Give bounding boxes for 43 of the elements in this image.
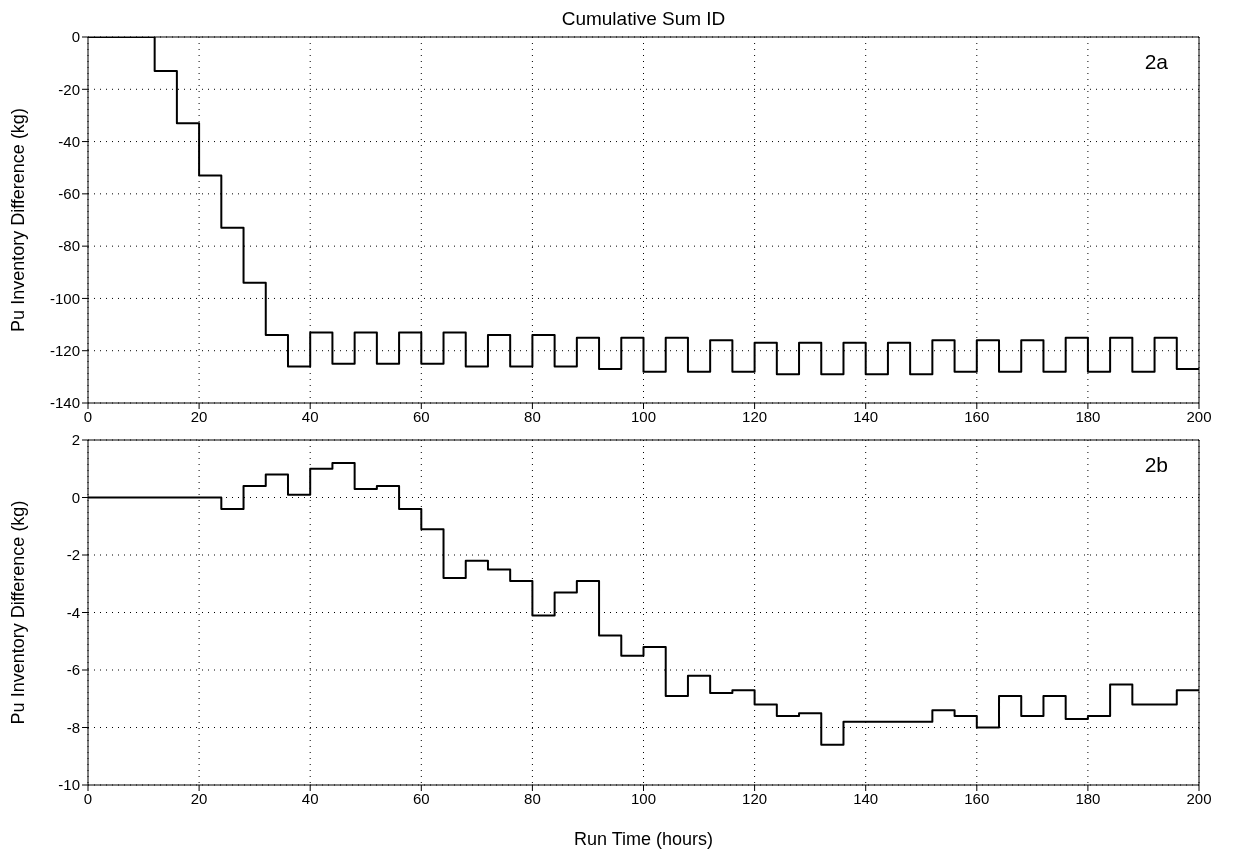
y-axis-title: Pu Inventory Difference (kg)	[8, 500, 29, 725]
x-tick-label: 60	[412, 407, 430, 425]
annotation: 2a	[1144, 50, 1168, 74]
y-tick-label: -80	[58, 237, 80, 255]
chart-title: Cumulative Sum ID	[560, 8, 727, 30]
x-tick-label: 40	[301, 789, 319, 807]
y-tick-label: -20	[58, 80, 80, 98]
x-tick-label: 160	[964, 407, 990, 425]
x-tick-label: 200	[1186, 789, 1212, 807]
y-tick-label: -10	[58, 776, 80, 794]
y-axis-title: Pu Inventory Difference (kg)	[8, 108, 29, 332]
y-tick-label: 2	[71, 431, 80, 449]
y-tick-label: 0	[71, 28, 80, 46]
x-tick-label: 0	[83, 789, 93, 807]
x-axis-title: Run Time (hours)	[573, 829, 714, 849]
y-tick-label: -2	[66, 546, 80, 564]
x-tick-label: 100	[630, 789, 657, 807]
x-tick-label: 80	[524, 407, 541, 425]
x-tick-label: 140	[853, 789, 879, 807]
x-tick-label: 180	[1075, 789, 1101, 807]
x-tick-label: 120	[742, 789, 768, 807]
y-tick-label: -140	[49, 394, 80, 412]
y-tick-label: -6	[66, 661, 80, 679]
y-tick-label: -4	[66, 603, 80, 621]
x-tick-label: 80	[524, 789, 541, 807]
x-tick-label: 60	[412, 789, 430, 807]
y-tick-label: -60	[58, 185, 80, 203]
y-tick-label: -8	[66, 718, 80, 736]
x-tick-label: 0	[83, 407, 93, 425]
x-tick-label: 100	[630, 407, 657, 425]
x-tick-label: 200	[1186, 407, 1212, 425]
annotation: 2b	[1144, 453, 1168, 477]
y-tick-label: -120	[49, 342, 80, 360]
x-tick-label: 140	[853, 407, 879, 425]
x-tick-label: 180	[1075, 407, 1101, 425]
x-tick-label: 20	[190, 789, 208, 807]
x-tick-label: 120	[742, 407, 768, 425]
x-tick-label: 160	[964, 789, 990, 807]
x-tick-label: 20	[190, 407, 208, 425]
y-tick-label: -100	[49, 289, 80, 307]
y-tick-label: -40	[58, 132, 80, 150]
x-tick-label: 40	[301, 407, 319, 425]
y-tick-label: 0	[71, 488, 80, 506]
